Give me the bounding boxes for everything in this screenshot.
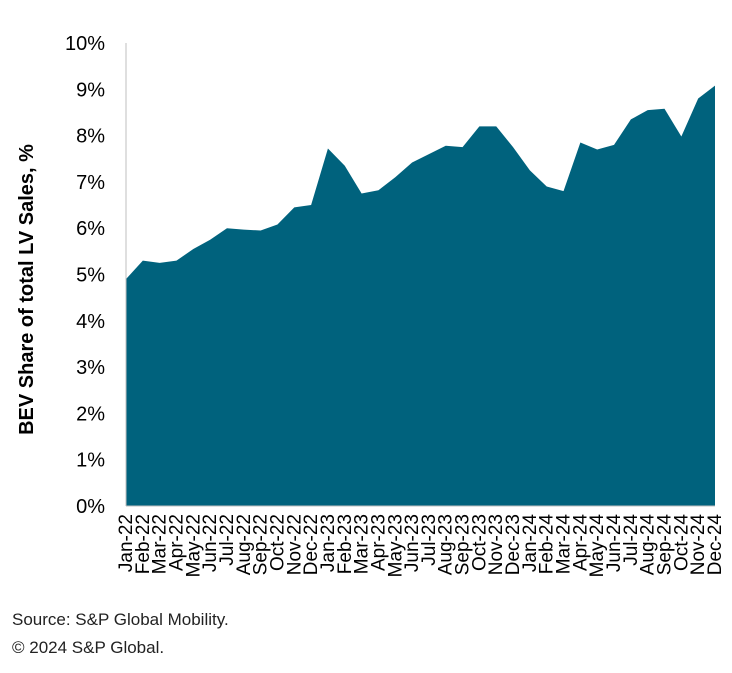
y-tick-label: 8% (76, 126, 105, 148)
bev-share-area (126, 85, 715, 506)
x-tick-label: Nov-24 (688, 514, 709, 576)
bev-share-chart: 0%1%2%3%4%5%6%7%8%9%10% Jan-22Feb-22Mar-… (16, 33, 726, 578)
x-tick-label: May-23 (385, 514, 406, 577)
x-tick-label: Jul-22 (217, 514, 238, 566)
y-tick-label: 7% (76, 172, 105, 194)
x-tick-label: Feb-22 (133, 514, 154, 574)
y-tick-label: 10% (65, 33, 105, 55)
y-tick-label: 2% (76, 403, 105, 425)
x-tick-label: Jan-23 (318, 514, 339, 572)
x-tick-label: May-22 (183, 514, 204, 577)
x-tick-labels: Jan-22Feb-22Mar-22Apr-22May-22Jun-22Jul-… (116, 514, 726, 578)
y-tick-label: 3% (76, 357, 105, 379)
y-tick-label: 4% (76, 311, 105, 333)
x-tick-label: Feb-24 (537, 514, 558, 575)
x-tick-label: Aug-22 (234, 514, 255, 575)
x-tick-label: Sep-24 (655, 514, 676, 576)
x-tick-label: Apr-24 (570, 514, 591, 571)
x-tick-label: Dec-24 (705, 514, 726, 576)
x-tick-label: Jul-23 (419, 514, 440, 566)
x-tick-label: Mar-24 (554, 514, 575, 575)
y-tick-label: 9% (76, 79, 105, 101)
x-tick-label: Dec-22 (301, 514, 322, 575)
y-tick-label: 5% (76, 265, 105, 287)
x-tick-label: Jan-22 (116, 514, 137, 572)
x-tick-label: Oct-22 (267, 514, 288, 571)
x-tick-label: Jun-23 (402, 514, 423, 572)
copyright-note: © 2024 S&P Global. (12, 638, 165, 657)
x-tick-label: Aug-23 (436, 514, 457, 575)
x-tick-label: Jan-24 (520, 514, 541, 573)
y-tick-label: 6% (76, 218, 105, 240)
x-tick-label: May-24 (587, 514, 608, 578)
y-tick-label: 0% (76, 496, 105, 518)
y-tick-label: 1% (76, 450, 105, 472)
x-tick-label: Apr-23 (368, 514, 389, 571)
x-tick-label: Jun-22 (200, 514, 221, 572)
y-tick-labels: 0% 1% 2% 3% 4% 5% 6% 7% 8% 9% 10% (65, 33, 105, 518)
x-tick-label: Sep-22 (251, 514, 272, 575)
x-tick-label: Apr-22 (166, 514, 187, 571)
y-axis-label: BEV Share of total LV Sales, % (16, 144, 38, 435)
x-tick-label: Oct-24 (671, 514, 692, 571)
x-tick-label: Nov-22 (284, 514, 305, 575)
x-tick-label: Jun-24 (604, 514, 625, 573)
x-tick-label: Dec-23 (503, 514, 524, 575)
source-note: Source: S&P Global Mobility. (12, 610, 229, 629)
x-tick-label: Jul-24 (621, 514, 642, 566)
x-tick-label: Nov-23 (486, 514, 507, 575)
x-tick-label: Feb-23 (335, 514, 356, 574)
x-tick-label: Sep-23 (453, 514, 474, 575)
x-tick-label: Aug-24 (638, 514, 659, 576)
x-tick-label: Mar-23 (352, 514, 373, 574)
x-tick-label: Oct-23 (469, 514, 490, 571)
x-tick-label: Mar-22 (150, 514, 171, 574)
